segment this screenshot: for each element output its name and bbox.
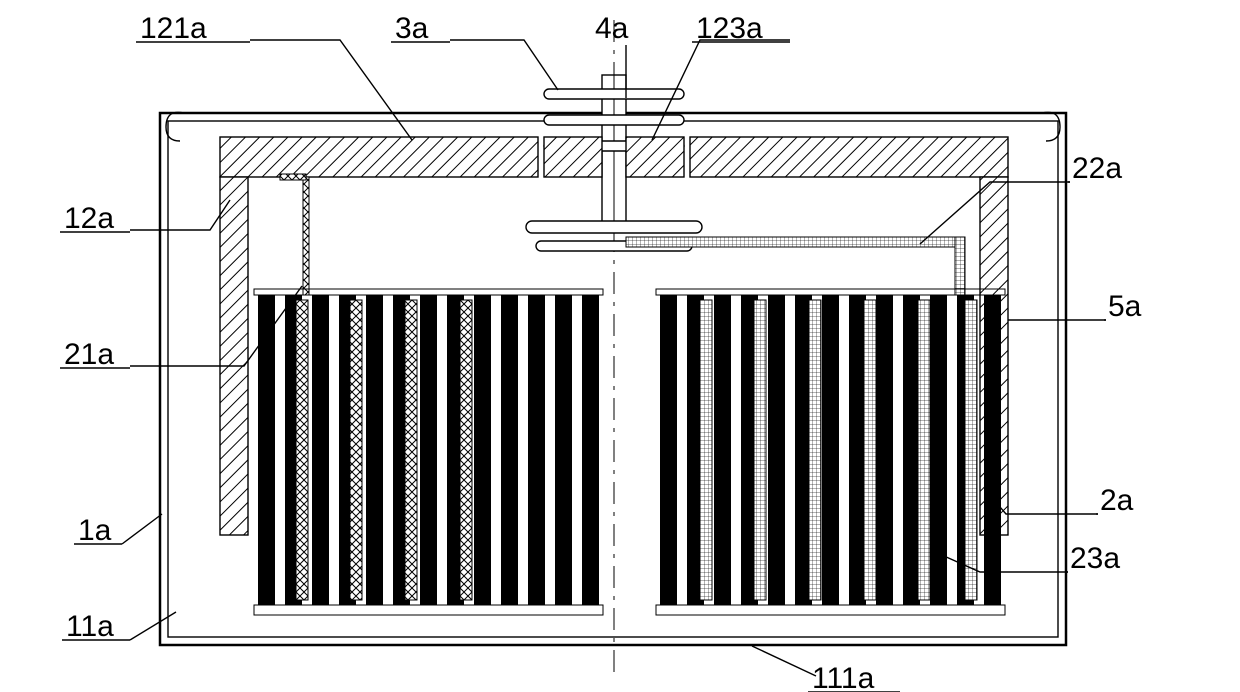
label-text-21a: 21a	[64, 338, 114, 371]
label-text-22a: 22a	[1072, 152, 1122, 185]
label-text-1a: 1a	[78, 514, 112, 547]
tab-21a	[280, 174, 309, 295]
terminal	[526, 75, 702, 251]
label-text-3a: 3a	[395, 12, 429, 45]
label-1a: 1a	[74, 514, 162, 547]
label-12a: 12a	[60, 200, 230, 235]
label-text-23a: 23a	[1070, 542, 1120, 575]
label-text-11a: 11a	[66, 610, 114, 643]
label-2a: 2a	[994, 484, 1134, 517]
label-text-121a: 121a	[140, 12, 207, 45]
label-text-4a: 4a	[595, 12, 629, 45]
label-text-2a: 2a	[1100, 484, 1134, 517]
diagram-canvas: 121a 3a 4a 123a 22a 5a 2a 23a 111a 11a 1a 21a 12a	[0, 0, 1240, 692]
label-text-111a: 111a	[812, 662, 875, 692]
label-5a: 5a	[1008, 290, 1142, 323]
tab-22a	[626, 237, 965, 295]
label-text-5a: 5a	[1108, 290, 1142, 323]
label-text-123a: 123a	[696, 12, 763, 45]
label-text-12a: 12a	[64, 202, 114, 235]
label-111a: 111a	[752, 646, 900, 692]
label-3a: 3a	[391, 12, 558, 90]
